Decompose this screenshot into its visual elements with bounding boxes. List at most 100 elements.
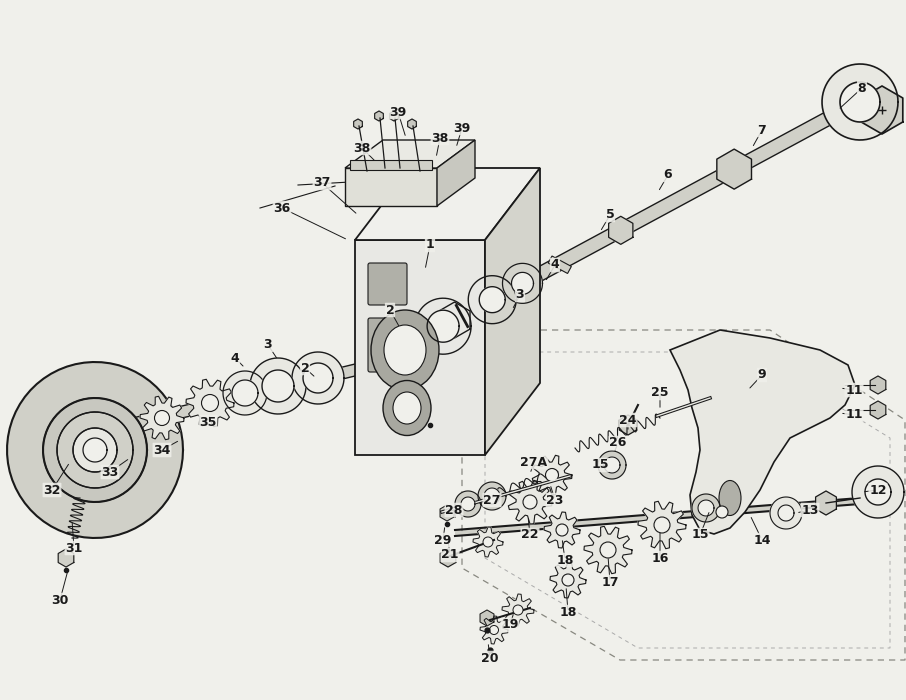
Text: 27: 27 <box>483 494 501 507</box>
Text: 31: 31 <box>65 542 82 554</box>
Text: 39: 39 <box>453 122 470 134</box>
Polygon shape <box>427 310 459 342</box>
Polygon shape <box>353 119 362 129</box>
Text: 37: 37 <box>313 176 331 190</box>
Text: 32: 32 <box>43 484 61 496</box>
Polygon shape <box>717 149 751 189</box>
Polygon shape <box>670 330 855 534</box>
Polygon shape <box>778 505 794 521</box>
Polygon shape <box>57 412 133 488</box>
Polygon shape <box>620 415 637 435</box>
Polygon shape <box>698 500 714 516</box>
Text: 9: 9 <box>757 368 766 382</box>
Polygon shape <box>223 371 267 415</box>
Text: 33: 33 <box>101 466 119 479</box>
Polygon shape <box>503 263 543 303</box>
Text: 36: 36 <box>274 202 291 214</box>
Polygon shape <box>73 428 117 472</box>
Polygon shape <box>484 488 500 504</box>
Polygon shape <box>43 398 147 502</box>
Polygon shape <box>609 216 633 244</box>
Text: 5: 5 <box>605 209 614 221</box>
Text: 13: 13 <box>801 503 819 517</box>
Polygon shape <box>43 398 147 502</box>
Polygon shape <box>862 86 902 134</box>
Text: 39: 39 <box>390 106 407 118</box>
Text: 30: 30 <box>52 594 69 606</box>
Polygon shape <box>638 501 686 549</box>
Polygon shape <box>439 302 470 338</box>
Polygon shape <box>480 616 508 644</box>
Bar <box>350 160 432 170</box>
Circle shape <box>201 395 218 412</box>
Polygon shape <box>345 140 475 168</box>
Polygon shape <box>870 401 886 419</box>
Text: 27A: 27A <box>520 456 547 468</box>
Polygon shape <box>598 451 626 479</box>
Polygon shape <box>355 168 540 240</box>
Polygon shape <box>480 610 494 626</box>
Polygon shape <box>292 352 344 404</box>
Polygon shape <box>83 438 107 462</box>
Text: 12: 12 <box>869 484 887 496</box>
Ellipse shape <box>384 325 426 375</box>
Polygon shape <box>852 466 904 518</box>
Polygon shape <box>458 106 843 322</box>
Text: 16: 16 <box>651 552 669 564</box>
Text: 38: 38 <box>353 141 371 155</box>
Text: 11: 11 <box>845 409 863 421</box>
Polygon shape <box>870 376 886 394</box>
Polygon shape <box>262 370 294 402</box>
Polygon shape <box>468 276 516 323</box>
Polygon shape <box>7 362 183 538</box>
Text: 2: 2 <box>301 361 309 374</box>
Polygon shape <box>479 287 506 313</box>
Polygon shape <box>250 358 306 414</box>
Text: 14: 14 <box>753 533 771 547</box>
Text: 21: 21 <box>441 549 458 561</box>
Circle shape <box>716 506 728 518</box>
Bar <box>548 256 572 274</box>
Circle shape <box>545 468 558 482</box>
Polygon shape <box>303 363 333 393</box>
Text: 15: 15 <box>592 458 609 472</box>
Ellipse shape <box>719 480 741 515</box>
Ellipse shape <box>371 310 439 390</box>
Ellipse shape <box>383 381 431 435</box>
FancyBboxPatch shape <box>368 318 412 372</box>
Polygon shape <box>692 494 720 522</box>
Text: 20: 20 <box>481 652 498 664</box>
Polygon shape <box>455 491 481 517</box>
Text: 22: 22 <box>521 528 539 542</box>
Polygon shape <box>375 111 383 121</box>
Polygon shape <box>57 412 133 488</box>
Text: 3: 3 <box>516 288 525 302</box>
FancyBboxPatch shape <box>368 263 407 305</box>
Text: 1: 1 <box>426 239 434 251</box>
Text: 28: 28 <box>446 503 463 517</box>
Circle shape <box>654 517 670 533</box>
Polygon shape <box>415 298 471 354</box>
Circle shape <box>562 574 574 586</box>
Circle shape <box>523 495 537 509</box>
Circle shape <box>483 537 493 547</box>
Polygon shape <box>822 64 898 140</box>
Polygon shape <box>770 497 802 529</box>
Polygon shape <box>840 82 880 122</box>
Text: 38: 38 <box>431 132 448 144</box>
Polygon shape <box>390 111 399 121</box>
Text: 4: 4 <box>231 351 239 365</box>
Text: 15: 15 <box>691 528 708 542</box>
Polygon shape <box>865 479 891 505</box>
Text: 7: 7 <box>757 123 766 136</box>
Polygon shape <box>440 505 454 521</box>
Text: 19: 19 <box>501 619 519 631</box>
Text: 29: 29 <box>434 533 452 547</box>
Text: 2: 2 <box>386 304 394 316</box>
Circle shape <box>513 605 523 615</box>
Polygon shape <box>604 457 620 473</box>
Polygon shape <box>355 240 485 455</box>
Text: 18: 18 <box>559 606 577 619</box>
Text: 3: 3 <box>264 339 273 351</box>
Polygon shape <box>544 512 580 548</box>
